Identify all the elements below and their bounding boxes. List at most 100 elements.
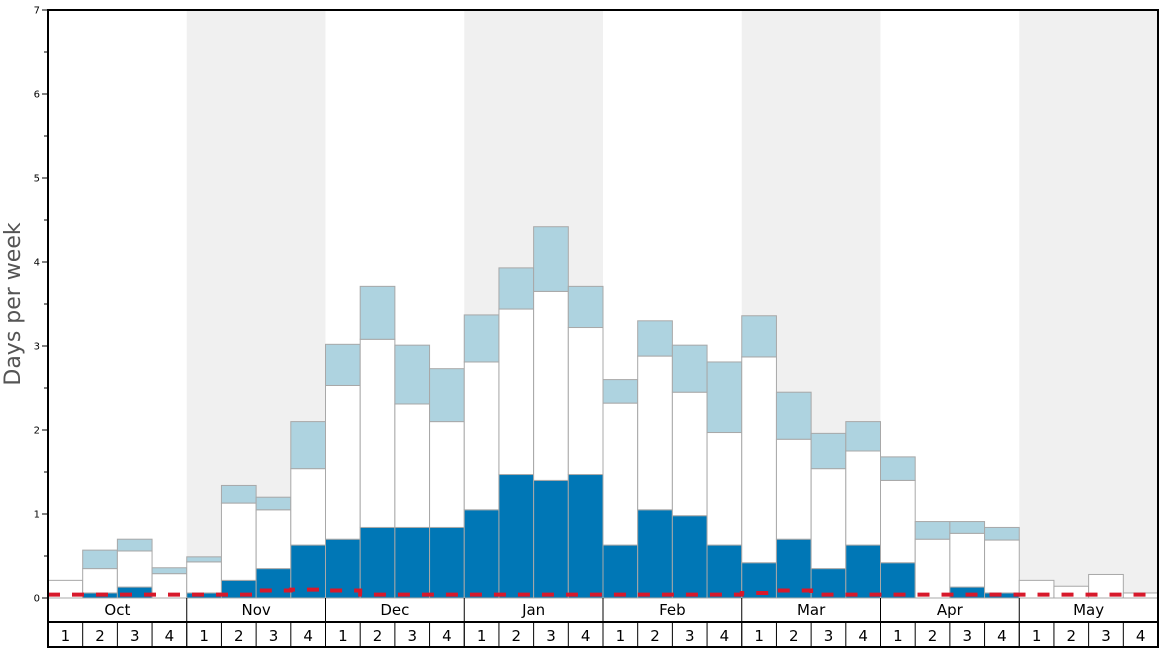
bar-segment — [775, 538, 812, 599]
week-label: 1 — [338, 627, 348, 645]
month-label: Nov — [241, 601, 270, 619]
bar-segment — [1088, 573, 1124, 599]
bar-segment — [810, 432, 847, 470]
week-label: 3 — [1101, 627, 1111, 645]
month-label: Apr — [937, 601, 964, 619]
bar-segment — [637, 355, 673, 511]
bar-segment — [671, 344, 708, 393]
bar-segment — [741, 356, 777, 564]
week-label: 3 — [824, 627, 834, 645]
y-tick-label: 3 — [34, 342, 40, 353]
bar-segment — [255, 509, 292, 570]
bar-segment — [498, 308, 535, 476]
week-label: 1 — [1032, 627, 1042, 645]
bar-segment — [220, 484, 257, 504]
week-label: 1 — [61, 627, 71, 645]
week-label: 2 — [1067, 627, 1077, 645]
x-axis: Oct 1 2 3 4 Nov 1 2 3 4 Dec 1 2 3 4 Jan 1 2 3 4 Feb 1 2 3 4 Mar 1 2… — [47, 598, 1159, 647]
bar-segment — [290, 421, 326, 470]
week-label: 4 — [720, 627, 730, 645]
bar-segment — [82, 549, 118, 570]
week-label: 2 — [512, 627, 522, 645]
bar-segment — [567, 285, 604, 329]
month-label: Feb — [659, 601, 686, 619]
bar-segment — [394, 403, 431, 528]
bar-segment — [880, 479, 916, 564]
bar-segment — [914, 538, 951, 599]
bar-segment — [463, 361, 500, 511]
bar-segment — [533, 479, 569, 599]
bar-segment — [602, 544, 639, 599]
bar-segment — [186, 556, 222, 563]
y-axis: 0 1 2 3 4 5 6 7 — [34, 6, 48, 605]
bar-segment — [498, 474, 535, 599]
week-label: 2 — [789, 627, 799, 645]
bar-segment — [845, 421, 881, 452]
week-label: 3 — [546, 627, 556, 645]
bar-segment — [498, 267, 535, 310]
y-axis-title: Days per week — [1, 222, 26, 385]
y-tick-label: 5 — [34, 174, 40, 185]
month-label: Dec — [380, 601, 409, 619]
week-label: 4 — [997, 627, 1007, 645]
bar-segment — [567, 474, 604, 599]
bar-segment — [984, 526, 1020, 541]
bar-segment — [706, 361, 743, 434]
bar-segment — [880, 562, 916, 599]
bar-segment — [220, 502, 257, 581]
week-label: 4 — [303, 627, 313, 645]
bar-segment — [429, 526, 465, 599]
bar-segment — [82, 568, 118, 594]
week-label: 1 — [477, 627, 487, 645]
bar-segment — [602, 379, 639, 404]
week-label: 3 — [269, 627, 279, 645]
bar-segment — [706, 432, 743, 546]
week-label: 2 — [95, 627, 105, 645]
y-tick-label: 7 — [34, 6, 40, 17]
bar-segment — [671, 515, 708, 599]
week-label: 2 — [234, 627, 244, 645]
month-label: Jan — [521, 601, 545, 619]
bar-segment — [706, 544, 743, 599]
bar-segment — [325, 343, 361, 386]
bar-segment — [775, 438, 812, 540]
bar-segment — [255, 496, 292, 511]
week-label: 4 — [858, 627, 868, 645]
week-label: 2 — [928, 627, 938, 645]
week-label: 3 — [130, 627, 140, 645]
month-band — [48, 10, 187, 598]
bar-segment — [429, 421, 465, 528]
bar-segment — [567, 327, 604, 476]
bar-segment — [359, 285, 396, 340]
y-tick-label: 4 — [34, 258, 40, 269]
bar-segment — [949, 521, 986, 534]
bar-segment — [637, 320, 673, 357]
month-band — [1019, 10, 1158, 598]
month-label: Oct — [104, 601, 130, 619]
bar-segment — [984, 539, 1020, 594]
month-label: May — [1073, 601, 1104, 619]
week-label: 4 — [1136, 627, 1146, 645]
bar-segment — [151, 567, 188, 575]
week-label: 2 — [373, 627, 383, 645]
week-label: 3 — [407, 627, 417, 645]
bar-segment — [914, 521, 951, 540]
bar-segment — [949, 532, 986, 588]
bar-segment — [359, 526, 396, 599]
bar-segment — [845, 544, 881, 599]
bar-segment — [429, 368, 465, 423]
bars — [47, 226, 1159, 599]
bar-segment — [775, 391, 812, 440]
week-label: 3 — [685, 627, 695, 645]
bar-segment — [394, 344, 431, 405]
bar-segment — [116, 538, 153, 552]
week-label: 4 — [165, 627, 175, 645]
bar-segment — [186, 561, 222, 594]
y-tick-label: 2 — [34, 426, 40, 437]
week-label: 4 — [581, 627, 591, 645]
bar-segment — [116, 550, 153, 588]
week-label: 3 — [962, 627, 972, 645]
y-tick-label: 1 — [34, 510, 40, 521]
week-label: 4 — [442, 627, 452, 645]
